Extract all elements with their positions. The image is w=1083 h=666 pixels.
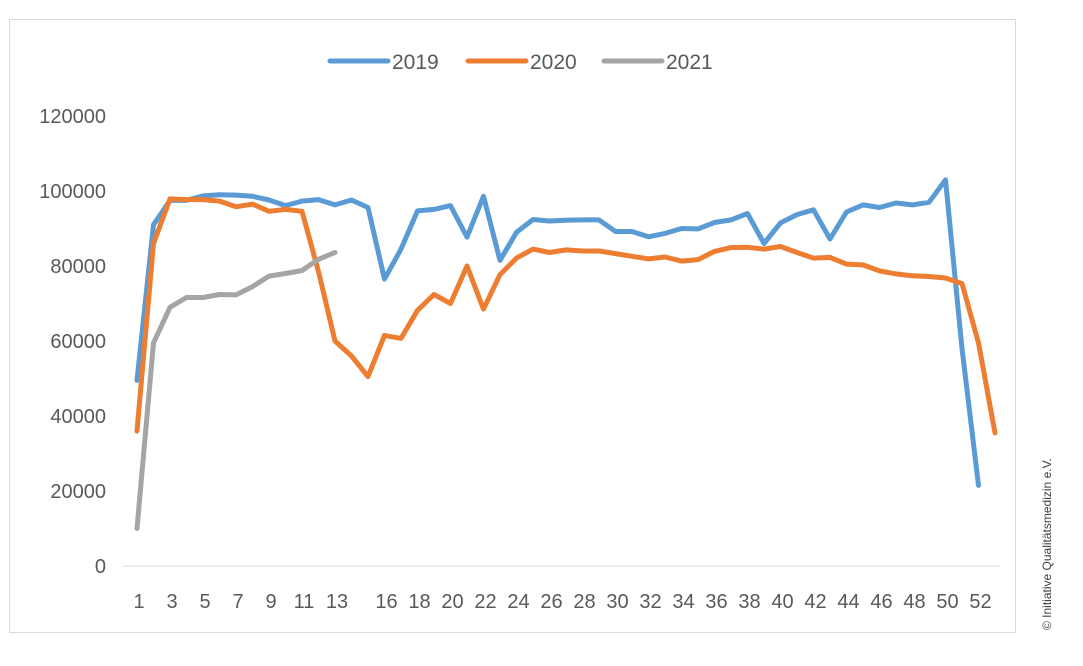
y-tick-label: 100000 — [39, 181, 106, 203]
x-tick-label: 13 — [326, 591, 348, 613]
y-tick-label: 120000 — [39, 106, 106, 128]
x-tick-label: 1 — [133, 591, 144, 613]
series-line-2021 — [134, 250, 338, 531]
x-tick-label: 24 — [507, 591, 529, 613]
x-tick-label: 42 — [804, 591, 826, 613]
x-tick-label: 18 — [408, 591, 430, 613]
x-tick-label: 3 — [166, 591, 177, 613]
x-tick-label: 5 — [199, 591, 210, 613]
x-tick-label: 9 — [265, 591, 276, 613]
x-tick-label: 36 — [705, 591, 727, 613]
y-tick-label: 40000 — [50, 406, 106, 428]
x-tick-label: 46 — [870, 591, 892, 613]
x-tick-label: 7 — [232, 591, 243, 613]
x-tick-label: 20 — [441, 591, 463, 613]
y-tick-label: 20000 — [50, 481, 106, 503]
x-tick-label: 52 — [969, 591, 991, 613]
series-line-2020 — [134, 196, 998, 436]
x-tick-label: 26 — [540, 591, 562, 613]
chart-frame — [9, 19, 1016, 633]
x-tick-label: 30 — [606, 591, 628, 613]
copyright-notice: © Initiative Qualitätsmedizin e.V. — [1040, 458, 1054, 630]
x-tick-label: 50 — [936, 591, 958, 613]
x-tick-label: 34 — [672, 591, 694, 613]
legend: 2019 2020 2021 — [327, 51, 713, 74]
y-tick-label: 60000 — [50, 331, 106, 353]
x-tick-label: 40 — [771, 591, 793, 613]
x-tick-label: 32 — [639, 591, 661, 613]
x-tick-label: 16 — [375, 591, 397, 613]
legend-label-2020: 2020 — [530, 51, 577, 74]
x-tick-label: 38 — [738, 591, 760, 613]
series-line-2019 — [134, 177, 981, 488]
y-tick-label: 0 — [95, 556, 106, 578]
x-tick-label: 44 — [837, 591, 859, 613]
x-axis: 1 3 5 7 9 11 13 16 18 20 22 24 26 28 30 32 34 36 38 40 42 44 4… — [123, 565, 1000, 613]
x-tick-label: 28 — [573, 591, 595, 613]
legend-label-2019: 2019 — [392, 51, 439, 74]
y-axis: 0 20000 40000 60000 80000 100000 120000 — [39, 106, 106, 578]
legend-label-2021: 2021 — [666, 51, 713, 74]
y-tick-label: 80000 — [50, 256, 106, 278]
x-tick-label: 11 — [294, 591, 315, 613]
series-layer — [134, 177, 998, 531]
x-tick-label: 48 — [903, 591, 925, 613]
x-tick-label: 22 — [474, 591, 496, 613]
